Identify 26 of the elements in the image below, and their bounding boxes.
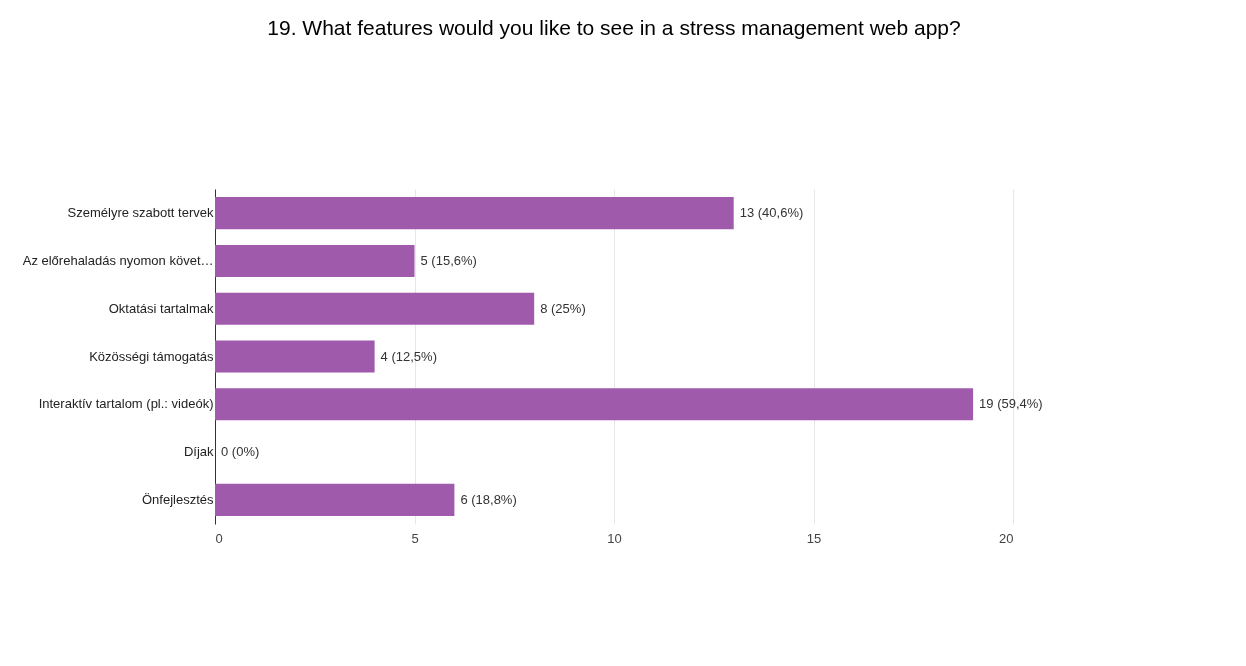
data-label: 19 (59,4%) <box>979 396 1043 412</box>
y-tick-label: Személyre szabott tervek <box>67 205 214 221</box>
x-tick-label: 5 <box>411 530 419 546</box>
data-label: 6 (18,8%) <box>460 491 517 507</box>
bar <box>215 388 974 421</box>
data-label: 4 (12,5%) <box>380 348 437 364</box>
bar <box>215 292 535 325</box>
data-label: 13 (40,6%) <box>739 205 804 221</box>
bar <box>215 197 734 230</box>
bar <box>215 244 415 277</box>
chart-title: 19. What features would you like to see in a stress management web app? <box>267 16 961 39</box>
bar <box>215 483 455 516</box>
x-tick-label: 20 <box>999 530 1014 546</box>
data-label: 0 (0%) <box>221 444 260 460</box>
y-tick-label: Díjak <box>183 444 214 460</box>
data-label: 5 (15,6%) <box>420 252 477 268</box>
y-tick-label: Az előrehaladás nyomon követ… <box>22 252 214 268</box>
x-tick-label: 15 <box>806 530 822 546</box>
y-tick-label: Interaktív tartalom (pl.: videók) <box>38 396 214 412</box>
x-tick-label: 0 <box>215 530 223 546</box>
y-tick-label: Oktatási tartalmak <box>108 300 214 316</box>
x-tick-label: 10 <box>607 530 622 546</box>
bar <box>215 340 375 373</box>
y-tick-label: Önfejlesztés <box>141 491 214 507</box>
data-label: 8 (25%) <box>540 300 586 316</box>
y-tick-label: Közösségi támogatás <box>89 348 214 364</box>
